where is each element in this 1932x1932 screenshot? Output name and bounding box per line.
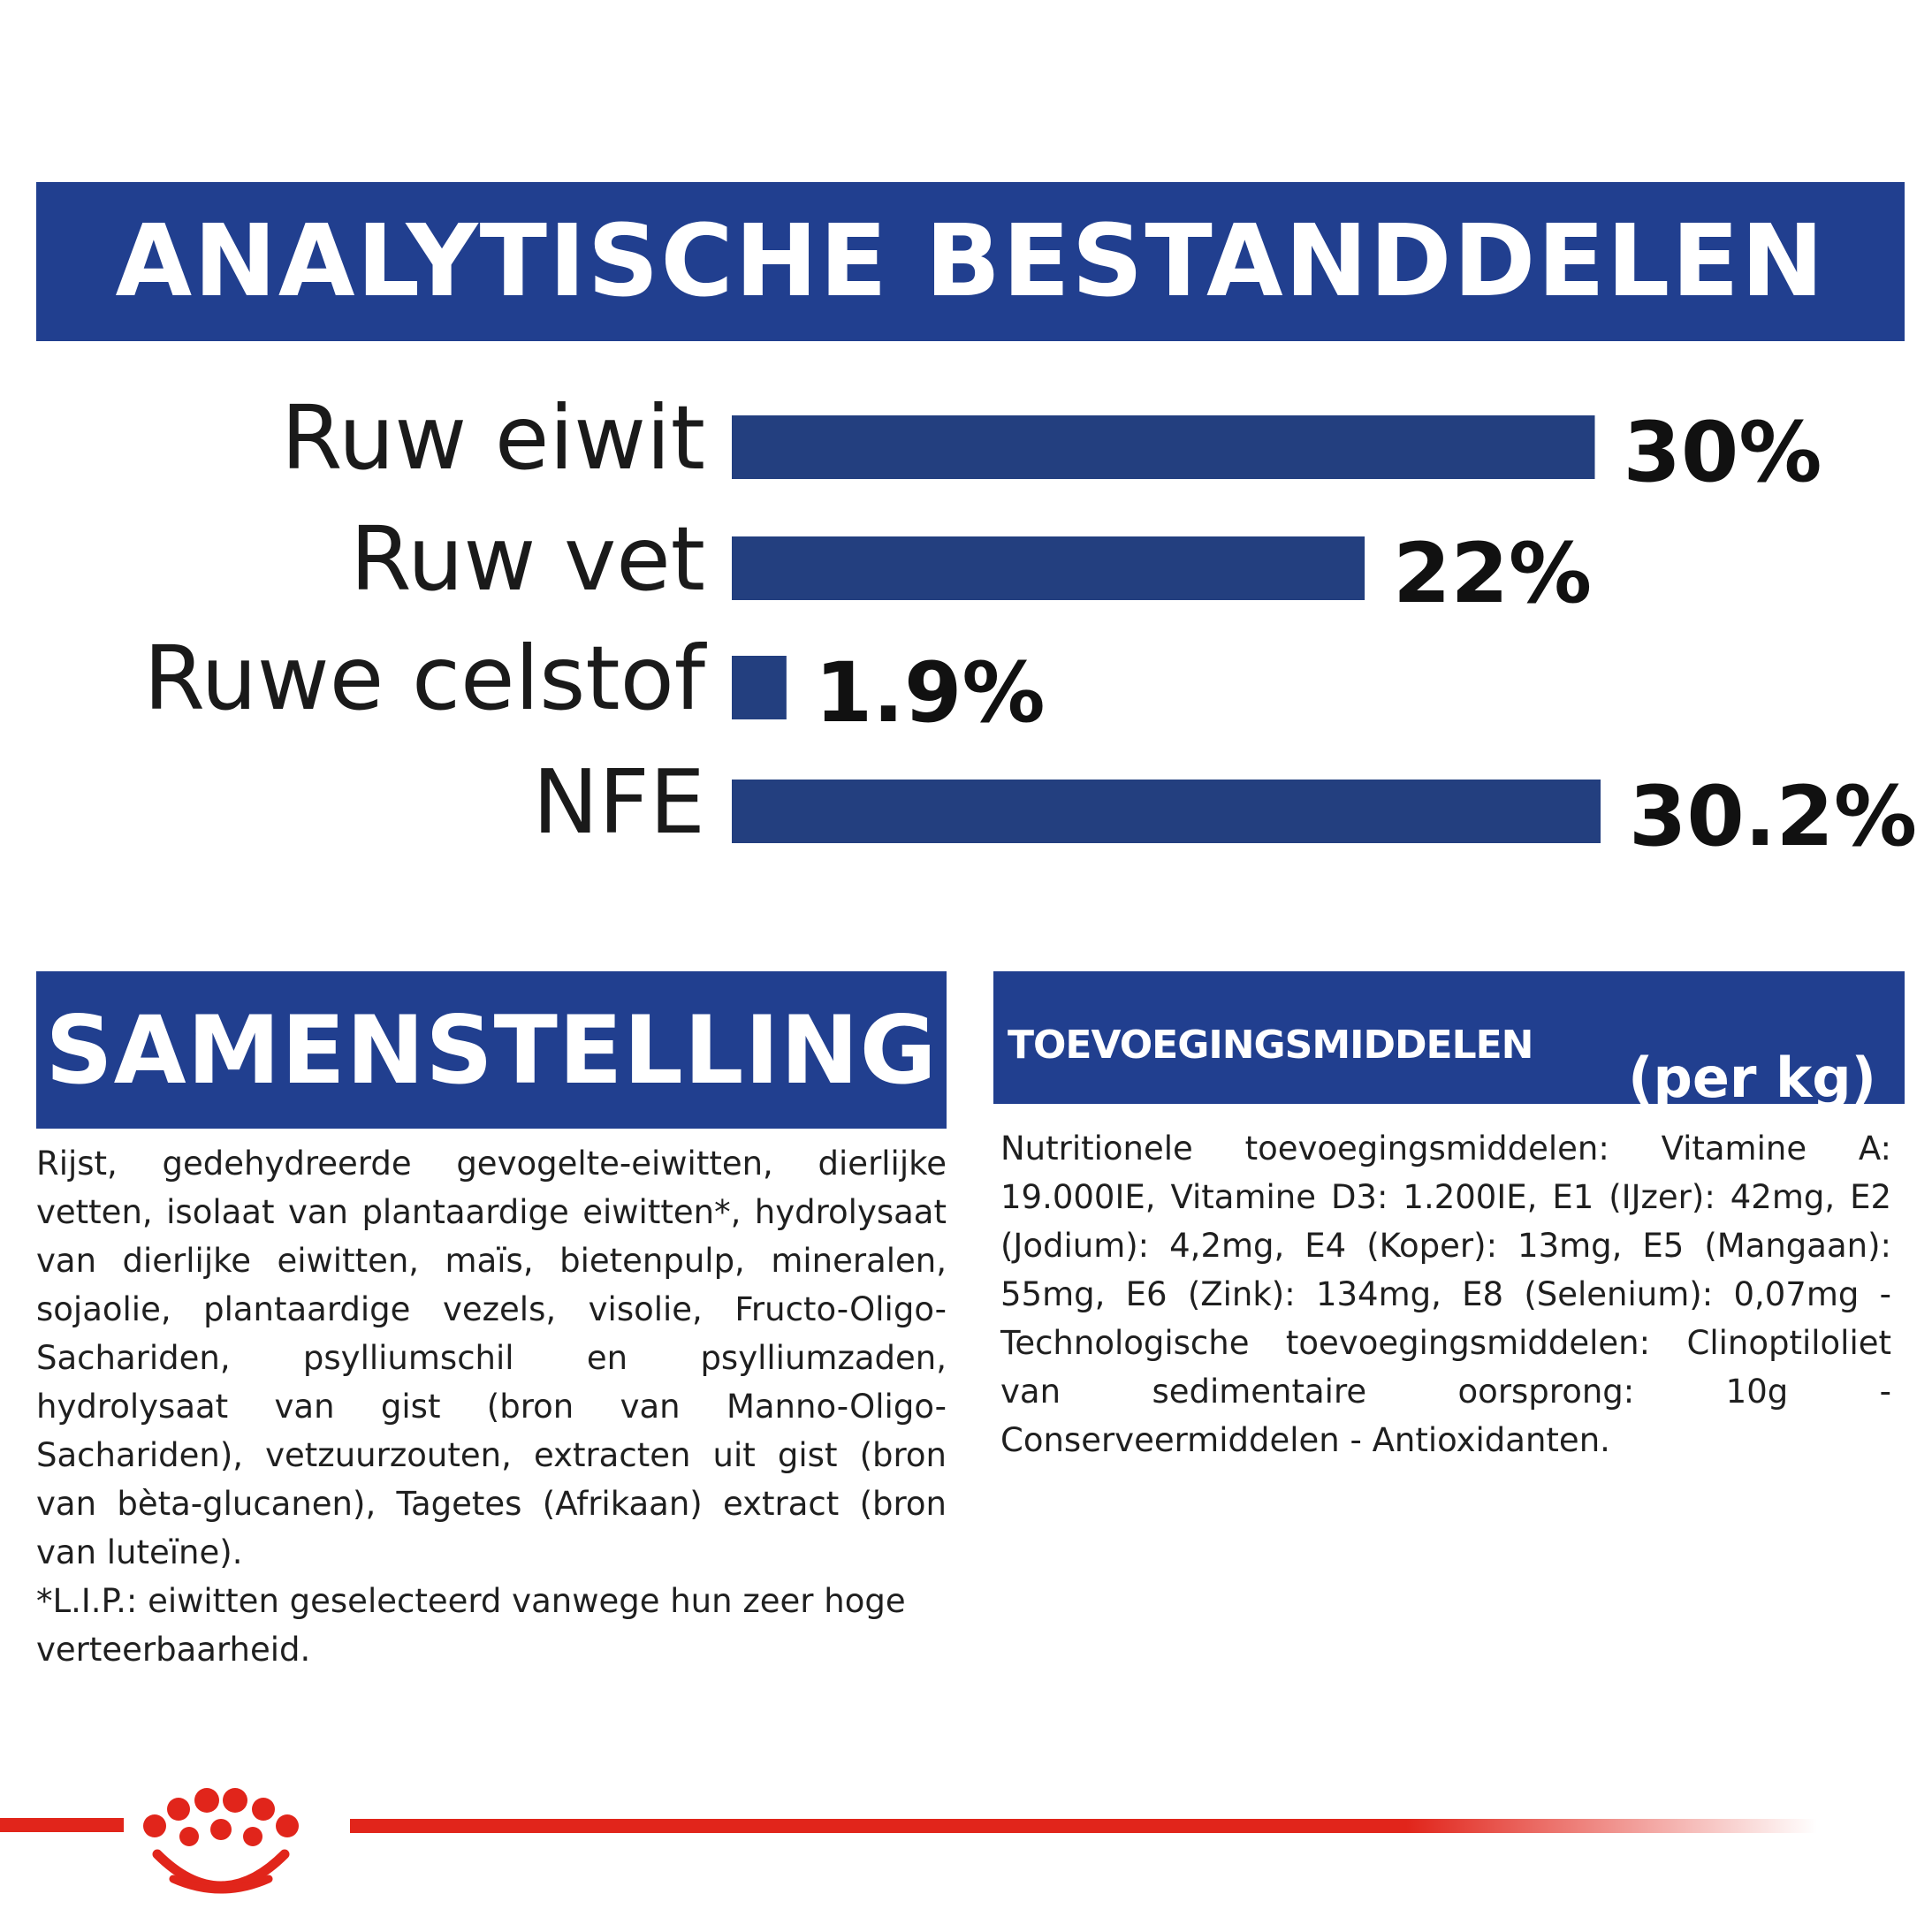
composition-title: SAMENSTELLING	[45, 995, 938, 1105]
category-label-0: Ruw eiwit	[281, 386, 705, 490]
additives-text: Nutritionele toevoegingsmiddelen: Vitami…	[1000, 1130, 1891, 1459]
crown-logo-icon	[143, 1788, 299, 1894]
footer-red-line-left	[0, 1818, 124, 1832]
footer-red-line-right	[350, 1819, 1817, 1833]
bar-1	[732, 536, 1365, 600]
category-label-2: Ruwe celstof	[144, 627, 708, 730]
analytic-title: ANALYTISCHE BESTANDDELEN	[115, 204, 1826, 319]
analytic-bar-chart: Ruw eiwit 30% Ruw vet 22% Ruwe celstof 1.9% NF…	[144, 386, 1918, 865]
value-label-3: 30.2%	[1629, 769, 1917, 865]
additives-banner: TOEVOEGINGSMIDDELEN (per kg)	[993, 971, 1905, 1110]
value-label-0: 30%	[1623, 405, 1822, 501]
composition-footnote: *L.I.P.: eiwitten geselecteerd vanwege h…	[36, 1582, 906, 1669]
additives-unit: (per kg)	[1628, 1046, 1876, 1110]
bar-2	[732, 656, 787, 719]
analytic-banner: ANALYTISCHE BESTANDDELEN	[36, 182, 1905, 341]
bar-3	[732, 780, 1601, 843]
category-label-3: NFE	[532, 750, 705, 854]
composition-text: Rijst, gedehydreerde gevogelte-eiwitten,…	[36, 1145, 947, 1571]
bar-0	[732, 415, 1595, 479]
composition-banner: SAMENSTELLING	[36, 971, 947, 1129]
additives-title: TOEVOEGINGSMIDDELEN	[1008, 1023, 1534, 1068]
footer-brand-strip	[0, 1788, 1817, 1894]
value-label-2: 1.9%	[815, 645, 1046, 742]
composition-section: Rijst, gedehydreerde gevogelte-eiwitten,…	[36, 1139, 947, 1674]
category-label-1: Ruw vet	[350, 507, 705, 611]
value-label-1: 22%	[1393, 526, 1592, 622]
